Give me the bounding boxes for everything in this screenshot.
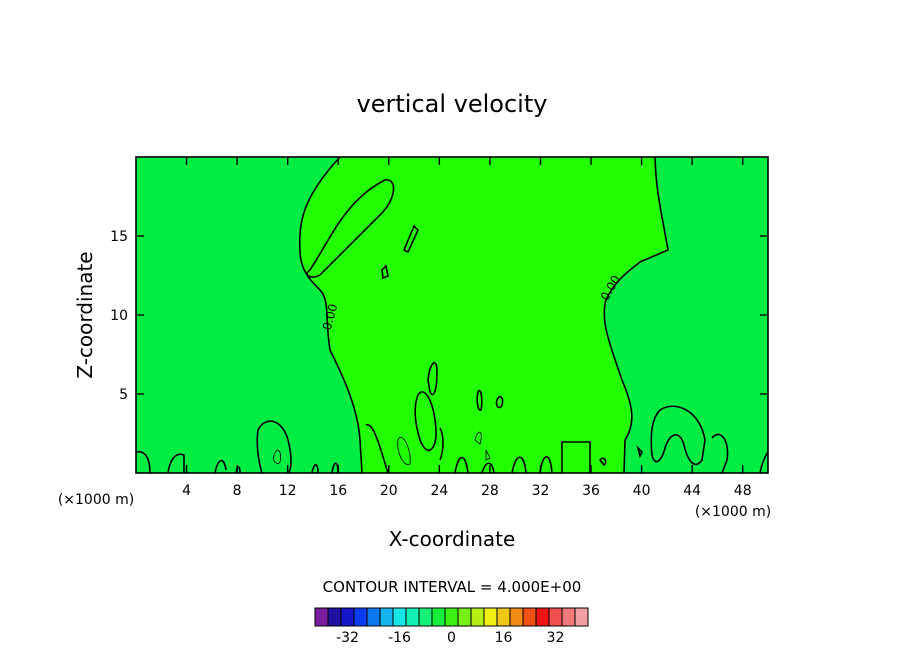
colorbar-swatch <box>509 607 524 627</box>
colorbar-swatch <box>431 607 446 627</box>
colorbar-swatch <box>561 607 576 627</box>
x-unit-right: (×1000 m) <box>695 504 771 520</box>
colorbar-label: -32 <box>336 630 359 646</box>
y-axis-ticks: 5 10 15 <box>110 229 768 403</box>
colorbar-swatch <box>314 607 329 627</box>
colorbar-swatch <box>327 607 342 627</box>
chart-title: vertical velocity <box>357 90 548 118</box>
x-tick-label: 40 <box>633 483 651 499</box>
thin-contours <box>273 431 491 466</box>
x-tick-label: 32 <box>532 483 550 499</box>
colorbar-swatch <box>496 607 511 627</box>
contour-lines <box>135 156 769 474</box>
colorbar-swatch <box>548 607 563 627</box>
updraft-tongue <box>307 179 394 278</box>
colorbar-swatch <box>470 607 485 627</box>
colorbar-swatch <box>522 607 537 627</box>
colorbar-swatch <box>574 607 589 627</box>
colorbar-swatch <box>392 607 407 627</box>
colorbar-label: 0 <box>447 630 456 646</box>
colorbar-swatch <box>535 607 550 627</box>
y-axis-label: Z-coordinate <box>73 251 97 378</box>
y-tick-label: 5 <box>119 387 128 403</box>
plot-area: 0.00 0.00 <box>135 156 769 474</box>
colorbar-label: -16 <box>388 630 411 646</box>
x-unit-left: (×1000 m) <box>58 492 134 508</box>
y-tick-label: 10 <box>110 308 128 324</box>
contour-label: 0.00 <box>320 302 340 331</box>
x-tick-label: 4 <box>182 483 191 499</box>
colorbar-label: 16 <box>495 630 513 646</box>
colorbar-swatch <box>418 607 433 627</box>
colorbar-swatch <box>340 607 355 627</box>
y-tick-label: 15 <box>110 229 128 245</box>
colorbar-swatch <box>366 607 381 627</box>
x-tick-label: 16 <box>329 483 347 499</box>
x-axis-label: X-coordinate <box>389 527 516 551</box>
x-tick-label: 20 <box>380 483 398 499</box>
colorbar-label: 32 <box>547 630 565 646</box>
x-tick-label: 12 <box>279 483 297 499</box>
colorbar-swatch <box>405 607 420 627</box>
contour-interval: CONTOUR INTERVAL = 4.000E+00 <box>323 578 582 596</box>
x-tick-label: 48 <box>734 483 752 499</box>
x-tick-label: 44 <box>683 483 701 499</box>
x-tick-label: 36 <box>582 483 600 499</box>
colorbar-swatch <box>483 607 498 627</box>
colorbar-swatch <box>379 607 394 627</box>
colorbar-swatch <box>457 607 472 627</box>
colorbar-labels: -32 -16 0 16 32 <box>336 630 564 646</box>
colorbar-swatch <box>444 607 459 627</box>
x-tick-label: 24 <box>430 483 448 499</box>
colorbar-swatch <box>353 607 368 627</box>
colorbar <box>314 607 589 627</box>
x-axis-ticks: 4 8 12 16 20 24 28 32 36 40 44 48 <box>182 157 752 499</box>
x-tick-label: 8 <box>233 483 242 499</box>
updraft-region <box>299 157 668 473</box>
x-tick-label: 28 <box>481 483 499 499</box>
